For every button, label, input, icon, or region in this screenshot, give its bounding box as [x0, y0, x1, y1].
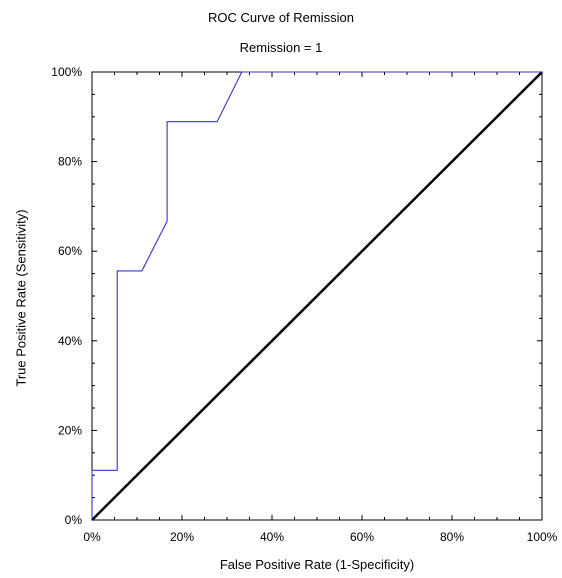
roc-curve-line	[91, 71, 542, 520]
chart-title: ROC Curve of Remission	[208, 10, 354, 25]
y-tick-label: 100%	[51, 65, 82, 79]
y-tick-label: 40%	[58, 334, 82, 348]
x-tick-label: 40%	[260, 530, 284, 544]
y-tick-label: 60%	[58, 244, 82, 258]
x-tick-label: 100%	[527, 530, 558, 544]
x-tick-label: 60%	[350, 530, 374, 544]
y-tick-label: 80%	[58, 155, 82, 169]
chart-subtitle: Remission = 1	[239, 40, 323, 55]
x-tick-label: 20%	[170, 530, 194, 544]
x-tick-label: 0%	[83, 530, 101, 544]
x-axis-label: False Positive Rate (1-Specificity)	[219, 557, 415, 572]
x-tick-label: 80%	[440, 530, 464, 544]
y-tick-label: 0%	[65, 513, 83, 527]
y-tick-label: 20%	[58, 423, 82, 437]
reference-diagonal-line	[91, 71, 543, 521]
